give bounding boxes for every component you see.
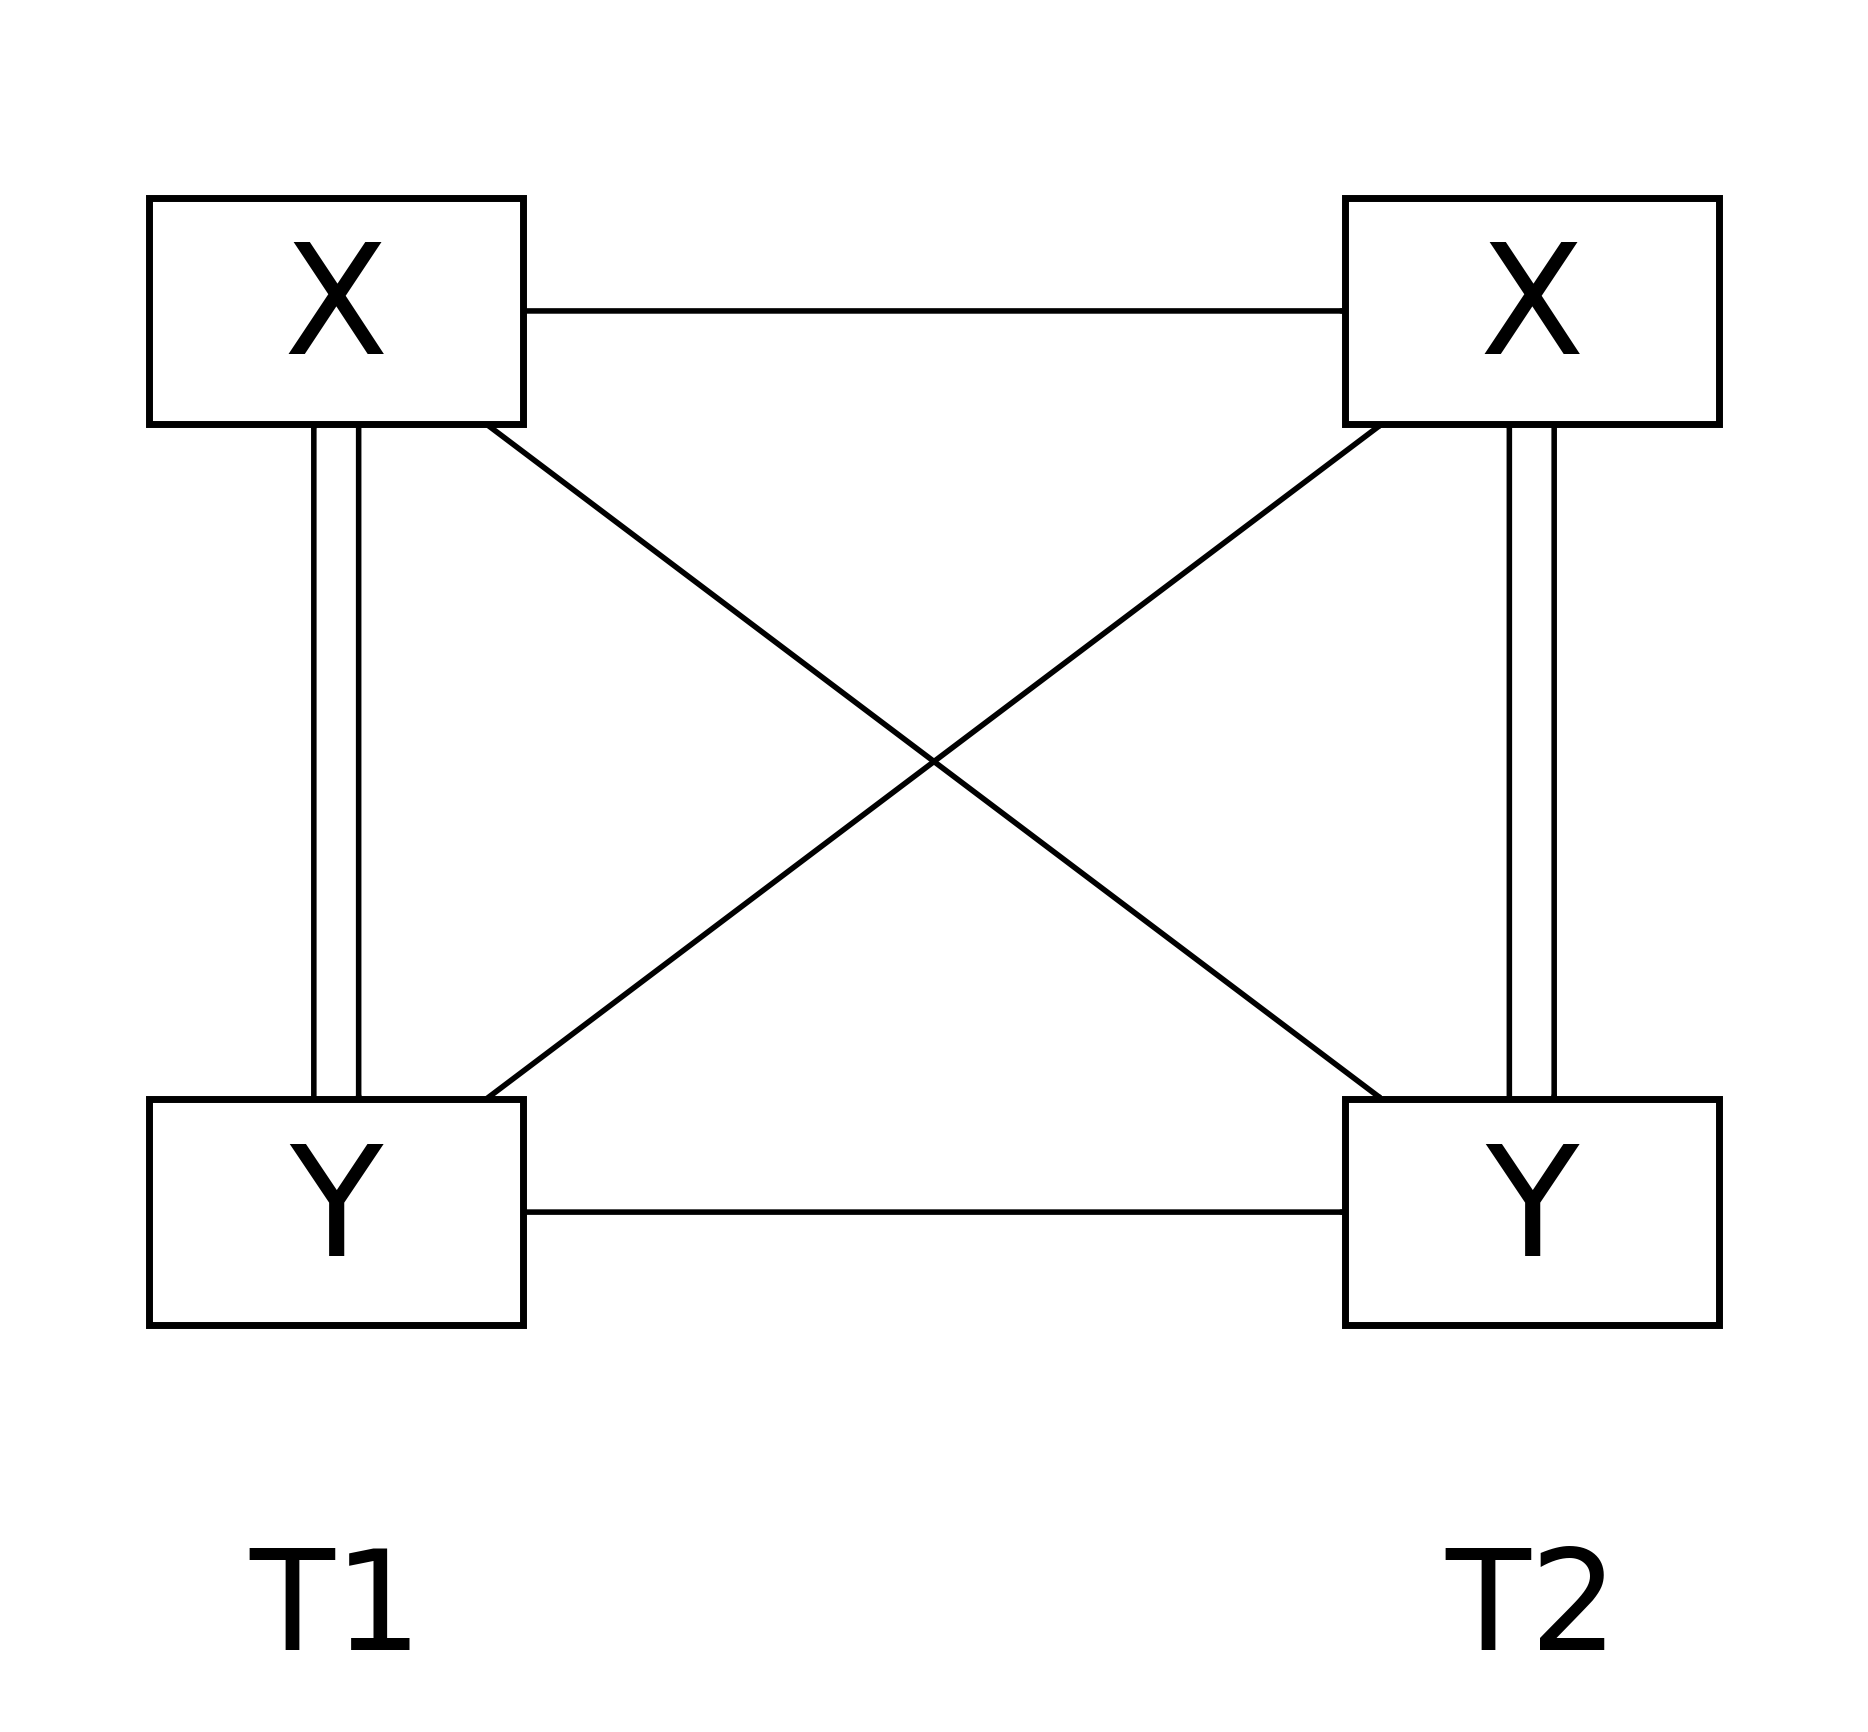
FancyBboxPatch shape [1345, 199, 1719, 424]
Text: X: X [284, 237, 389, 386]
Text: Y: Y [290, 1138, 383, 1287]
Text: T2: T2 [1446, 1543, 1618, 1678]
Text: Y: Y [1485, 1138, 1578, 1287]
FancyBboxPatch shape [1345, 1100, 1719, 1325]
Text: T1: T1 [250, 1543, 422, 1678]
FancyBboxPatch shape [149, 199, 523, 424]
Text: X: X [1479, 237, 1584, 386]
FancyBboxPatch shape [149, 1100, 523, 1325]
